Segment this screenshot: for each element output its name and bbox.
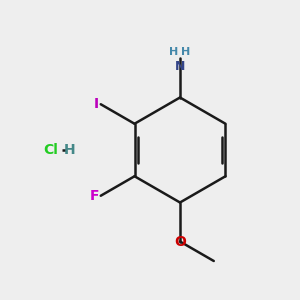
Text: H: H — [182, 47, 191, 57]
Text: Cl: Cl — [44, 143, 59, 157]
Text: F: F — [90, 189, 99, 203]
Text: N: N — [175, 60, 185, 73]
Text: O: O — [174, 235, 186, 248]
Text: H: H — [64, 143, 76, 157]
Text: H: H — [169, 47, 178, 57]
Text: I: I — [94, 97, 99, 111]
